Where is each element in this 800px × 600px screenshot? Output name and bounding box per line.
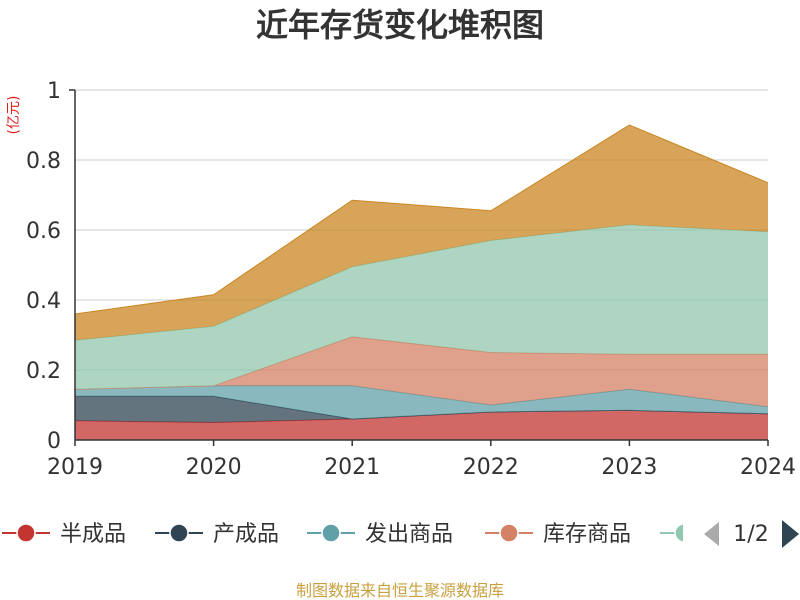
legend-label: 库存商品 (543, 522, 631, 547)
x-tick-label: 2023 (601, 455, 657, 480)
legend-label: 产成品 (213, 522, 279, 547)
y-tick-label: 0.4 (26, 289, 61, 314)
axes: 0 0.2 0.4 0.6 0.8 1 2019 2020 2021 2022 2023 2024 (26, 79, 796, 480)
x-tick-label: 2024 (740, 455, 796, 480)
legend-label: 半成品 (60, 522, 126, 547)
legend-marker (321, 523, 341, 543)
source-note: 制图数据来自恒生聚源数据库 (296, 581, 504, 600)
legend-next-arrow-icon[interactable] (782, 520, 799, 548)
series-area-0 (75, 410, 768, 440)
series-line-5 (74, 124, 769, 315)
legend-item[interactable]: 产成品 (155, 522, 279, 547)
legend-page-indicator: 1/2 (733, 522, 768, 547)
y-tick-label: 1 (47, 79, 61, 104)
legend-label: 发出商品 (365, 522, 453, 547)
series-area-1 (75, 396, 768, 423)
x-tick-label: 2021 (324, 455, 380, 480)
y-tick-label: 0.8 (26, 149, 61, 174)
y-tick-label: 0.2 (26, 359, 61, 384)
legend-marker (16, 523, 36, 543)
legend-item[interactable]: 发出商品 (307, 522, 453, 547)
legend-marker (169, 523, 189, 543)
series-areas (74, 124, 769, 440)
x-tick-label: 2022 (463, 455, 519, 480)
legend-prev-arrow-icon[interactable] (704, 522, 719, 546)
y-tick-label: 0 (47, 429, 61, 454)
series-area-5 (75, 125, 768, 341)
legend-item-partial[interactable] (660, 523, 708, 543)
series-area-4 (75, 224, 768, 390)
y-tick-label: 0.6 (26, 219, 61, 244)
legend-marker (674, 523, 683, 543)
x-tick-label: 2019 (47, 455, 103, 480)
y-axis-unit: (亿元) (6, 96, 22, 135)
legend-item[interactable]: 半成品 (2, 522, 126, 547)
chart-title: 近年存货变化堆积图 (256, 6, 544, 44)
x-tick-label: 2020 (186, 455, 242, 480)
series-area-2 (75, 385, 768, 419)
legend-marker (499, 523, 519, 543)
legend[interactable]: 半成品 产成品 发出商品 库存商品 1/2 (2, 520, 799, 548)
legend-item[interactable]: 库存商品 (485, 522, 631, 547)
